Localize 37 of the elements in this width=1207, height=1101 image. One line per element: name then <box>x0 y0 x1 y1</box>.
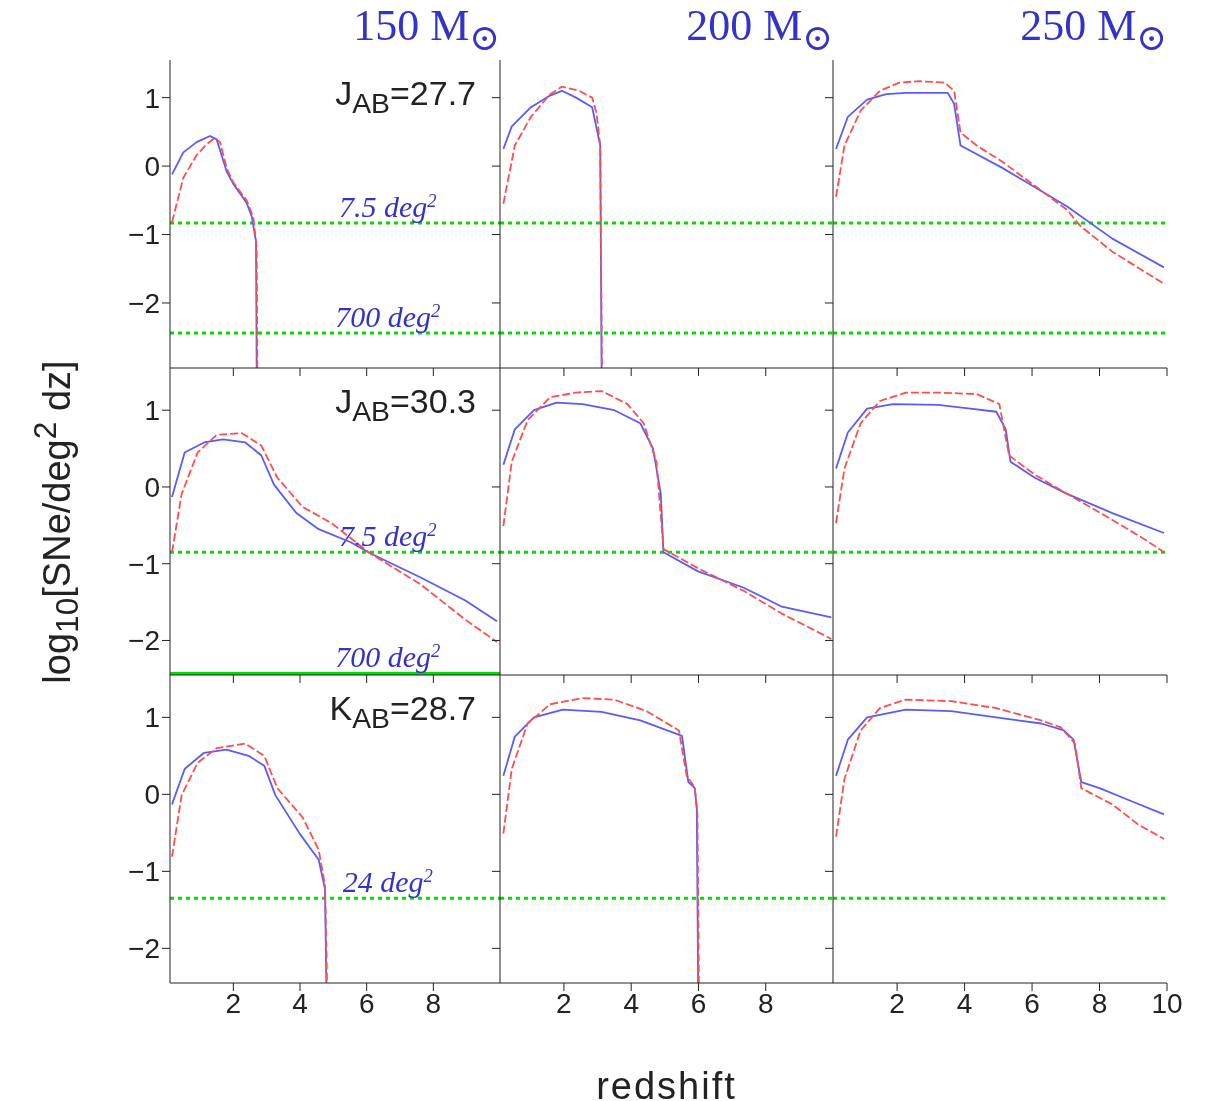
annotation: J$_{AB}$=30.3 <box>335 382 476 428</box>
y-tick-label: 0 <box>144 471 160 503</box>
ref-line-label: 7.5 deg$^{2}$ <box>338 189 437 223</box>
annotation: K$_{AB}$=28.7 <box>329 689 476 735</box>
x-tick-label: 2 <box>225 987 242 1019</box>
x-tick-label: 8 <box>425 987 442 1019</box>
ref-line-label: 7.5 deg$^{2}$ <box>338 518 437 553</box>
x-tick-label: 4 <box>956 987 973 1019</box>
y-tick-label: −2 <box>128 287 160 319</box>
y-tick-label: −1 <box>128 548 160 580</box>
y-tick-label: 0 <box>144 779 160 811</box>
ref-line-label: 700 deg$^{2}$ <box>335 639 441 674</box>
y-tick-label: 1 <box>144 702 160 734</box>
x-tick-label: 6 <box>358 987 375 1019</box>
x-tick-label: 4 <box>292 987 308 1019</box>
x-tick-label: 8 <box>757 987 774 1019</box>
y-tick-label: −2 <box>128 625 160 657</box>
y-tick-label: −2 <box>128 933 160 965</box>
x-tick-label: 2 <box>889 987 905 1019</box>
annotation: J$_{AB}$=27.7 <box>335 74 476 120</box>
ref-line-label: 24 deg$^{2}$ <box>342 864 433 899</box>
chart-title: 250 M$_{⊙}$ <box>1020 1 1167 58</box>
x-tick-label: 10 <box>1151 987 1183 1019</box>
y-tick-label: −1 <box>128 856 160 888</box>
x-tick-label: 8 <box>1091 987 1108 1019</box>
chart-title: 150 M$_{⊙}$ <box>352 0 500 60</box>
y-tick-label: 1 <box>144 82 160 114</box>
y-tick-label: 1 <box>144 395 160 427</box>
ref-line-label: 700 deg$^{2}$ <box>335 299 441 334</box>
y-tick-label: 0 <box>144 151 160 183</box>
chart-title: 200 M$_{⊙}$ <box>686 1 833 58</box>
x-tick-label: 6 <box>1024 987 1040 1019</box>
y-tick-label: −1 <box>128 219 160 251</box>
x-tick-label: 4 <box>623 987 639 1019</box>
x-axis-title: redshift <box>595 1064 738 1101</box>
x-tick-label: 6 <box>690 987 707 1019</box>
x-tick-label: 2 <box>556 987 572 1019</box>
